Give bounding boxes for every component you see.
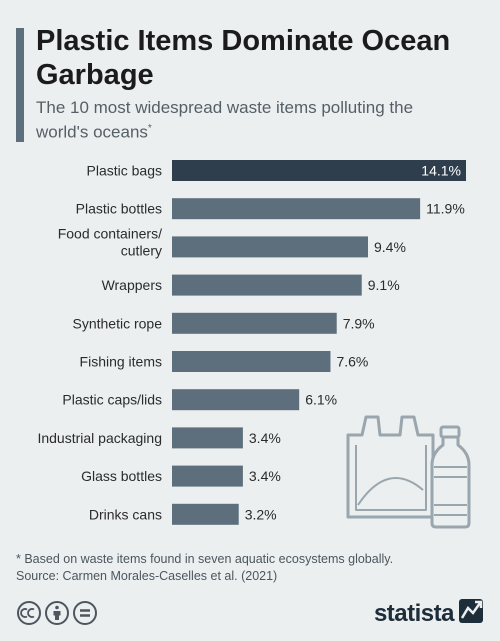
bar-2 [172,236,368,258]
bar-4 [172,312,337,334]
subtitle-text: The 10 most widespread waste items pollu… [36,98,414,142]
bar-9 [172,503,239,525]
attribution-icon[interactable] [45,601,69,625]
value-label-8: 3.4% [249,468,281,484]
value-label-7: 3.4% [249,430,281,446]
bar-1 [172,198,421,220]
bar-chart: Plastic bags 14.1% Plastic bottles 11.9% Foo… [37,160,466,525]
bar-3 [172,274,362,296]
value-label-1: 11.9% [426,201,465,217]
category-label-3: Wrappers [102,277,162,293]
value-label-6: 6.1% [305,392,337,408]
subtitle-footnote-marker: * [147,123,152,134]
statista-wordmark: statista [373,600,455,627]
plastic-bag-illustration [346,415,435,519]
category-label-5: Fishing items [80,354,162,370]
value-label-0: 14.1% [421,163,461,179]
chart-title: Plastic Items Dominate Ocean Garbage [36,25,451,91]
plastic-waste-illustration [346,415,471,529]
chart-footnote: * Based on waste items found in seven aq… [16,551,486,585]
bar-8 [172,465,243,487]
footnote-text: * Based on waste items found in seven aq… [16,552,394,566]
chart-subtitle: The 10 most widespread waste items pollu… [36,97,456,143]
bar-7 [172,427,243,449]
category-label-7: Industrial packaging [37,430,162,446]
no-derivatives-icon[interactable] [73,601,97,625]
value-label-2: 9.4% [374,239,406,255]
category-label-0: Plastic bags [87,163,162,179]
bar-0 [172,160,466,181]
bar-5 [172,351,331,372]
category-label-2: Food containers/cutlery [58,225,162,258]
category-label-8: Glass bottles [81,468,162,484]
plastic-bottle-illustration [430,425,471,529]
statista-logo-icon [459,599,483,623]
source-text: Source: Carmen Morales-Caselles et al. (… [16,569,278,583]
value-label-3: 9.1% [368,277,400,293]
category-label-4: Synthetic rope [73,315,163,331]
license-icons [17,601,97,625]
category-label-6: Plastic caps/lids [62,392,162,408]
creative-commons-icon[interactable] [17,601,41,625]
value-label-9: 3.2% [245,506,277,522]
category-label-1: Plastic bottles [76,201,162,217]
category-label-9: Drinks cans [89,506,162,522]
value-label-4: 7.9% [343,315,375,331]
title-accent-bar [16,28,24,142]
value-label-5: 7.6% [336,354,368,370]
bar-6 [172,389,300,411]
